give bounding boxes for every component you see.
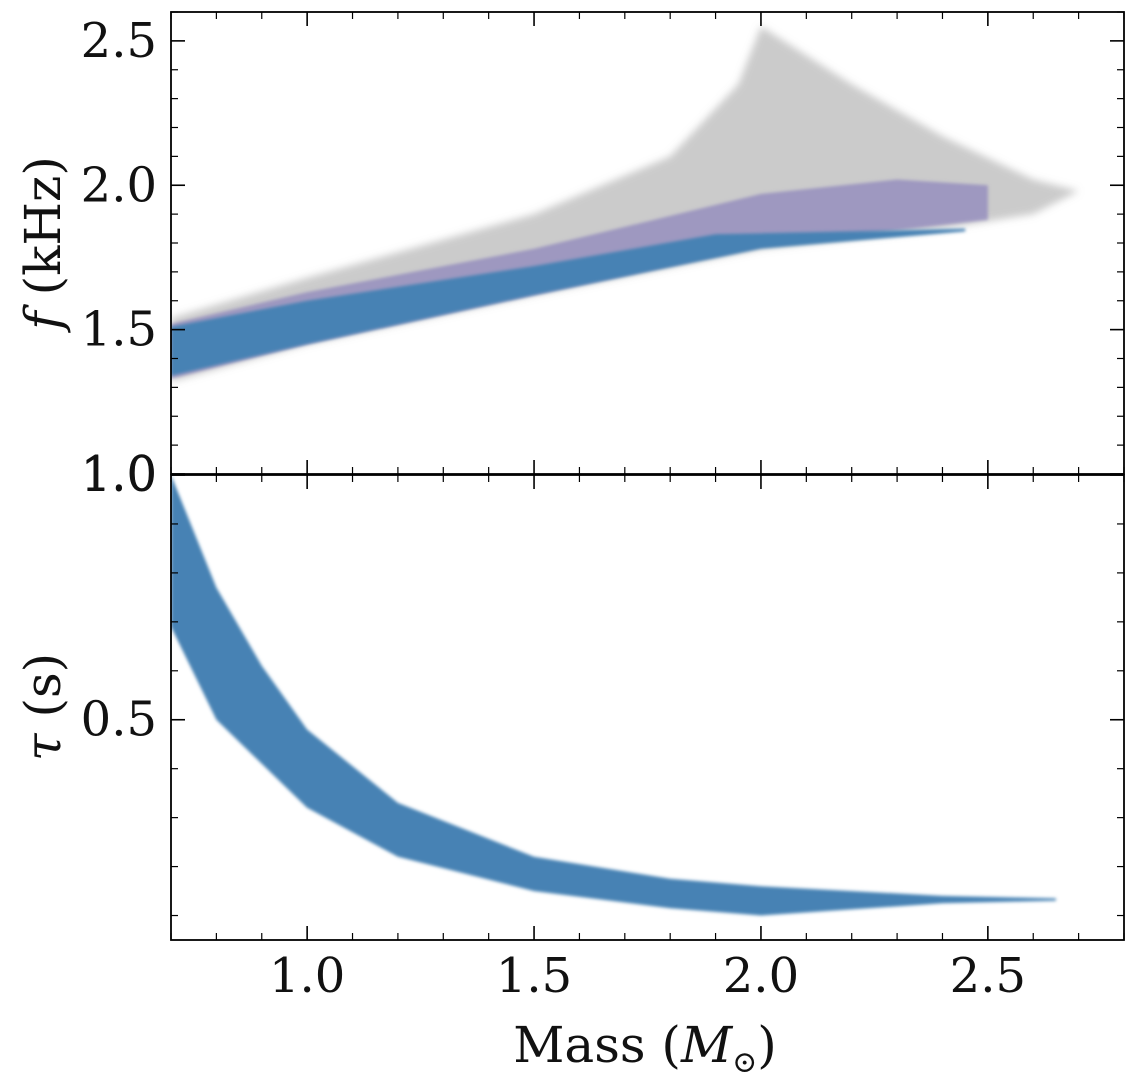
bottom-x-tick-label: 2.5	[950, 948, 1026, 1004]
bottom-y-tick-label: 1.0	[81, 447, 157, 503]
x-axis-symbol: M	[680, 1016, 734, 1074]
top-y-tick-label: 2.0	[81, 157, 157, 213]
top-panel: 1.0 1.5 2.0 2.5 f (kHz)	[14, 11, 1125, 502]
top-y-axis-units: (kHz)	[14, 156, 72, 295]
bottom-panel: 1.0 1.5 2.0 2.5 0.5 1.0 τ (s) Mass (M⊙)	[14, 447, 1125, 1076]
x-axis-prefix: Mass (	[513, 1016, 681, 1074]
bottom-y-axis-units: (s)	[14, 653, 72, 718]
bottom-y-axis-symbol: τ	[14, 732, 72, 761]
bottom-panel-frame	[170, 474, 1125, 941]
x-axis-suffix: )	[757, 1016, 777, 1074]
bottom-y-axis-label: τ (s)	[14, 653, 72, 761]
top-y-tick-label: 1.0	[81, 446, 157, 502]
bottom-x-tick-label: 1.0	[269, 948, 345, 1004]
top-y-axis-label: f (kHz)	[14, 156, 72, 334]
bottom-x-tick-label: 2.0	[723, 948, 799, 1004]
top-series-2	[171, 228, 966, 376]
x-axis-sub: ⊙	[732, 1045, 757, 1076]
bottom-series-0	[171, 475, 1056, 916]
bottom-x-tick-label: 1.5	[496, 948, 572, 1004]
x-axis-label: Mass (M⊙)	[513, 1016, 777, 1076]
top-y-tick-label: 1.5	[81, 302, 157, 358]
bottom-y-tick-label: 0.5	[81, 692, 157, 748]
top-y-tick-label: 2.5	[81, 13, 157, 69]
top-y-axis-symbol: f	[14, 304, 72, 334]
